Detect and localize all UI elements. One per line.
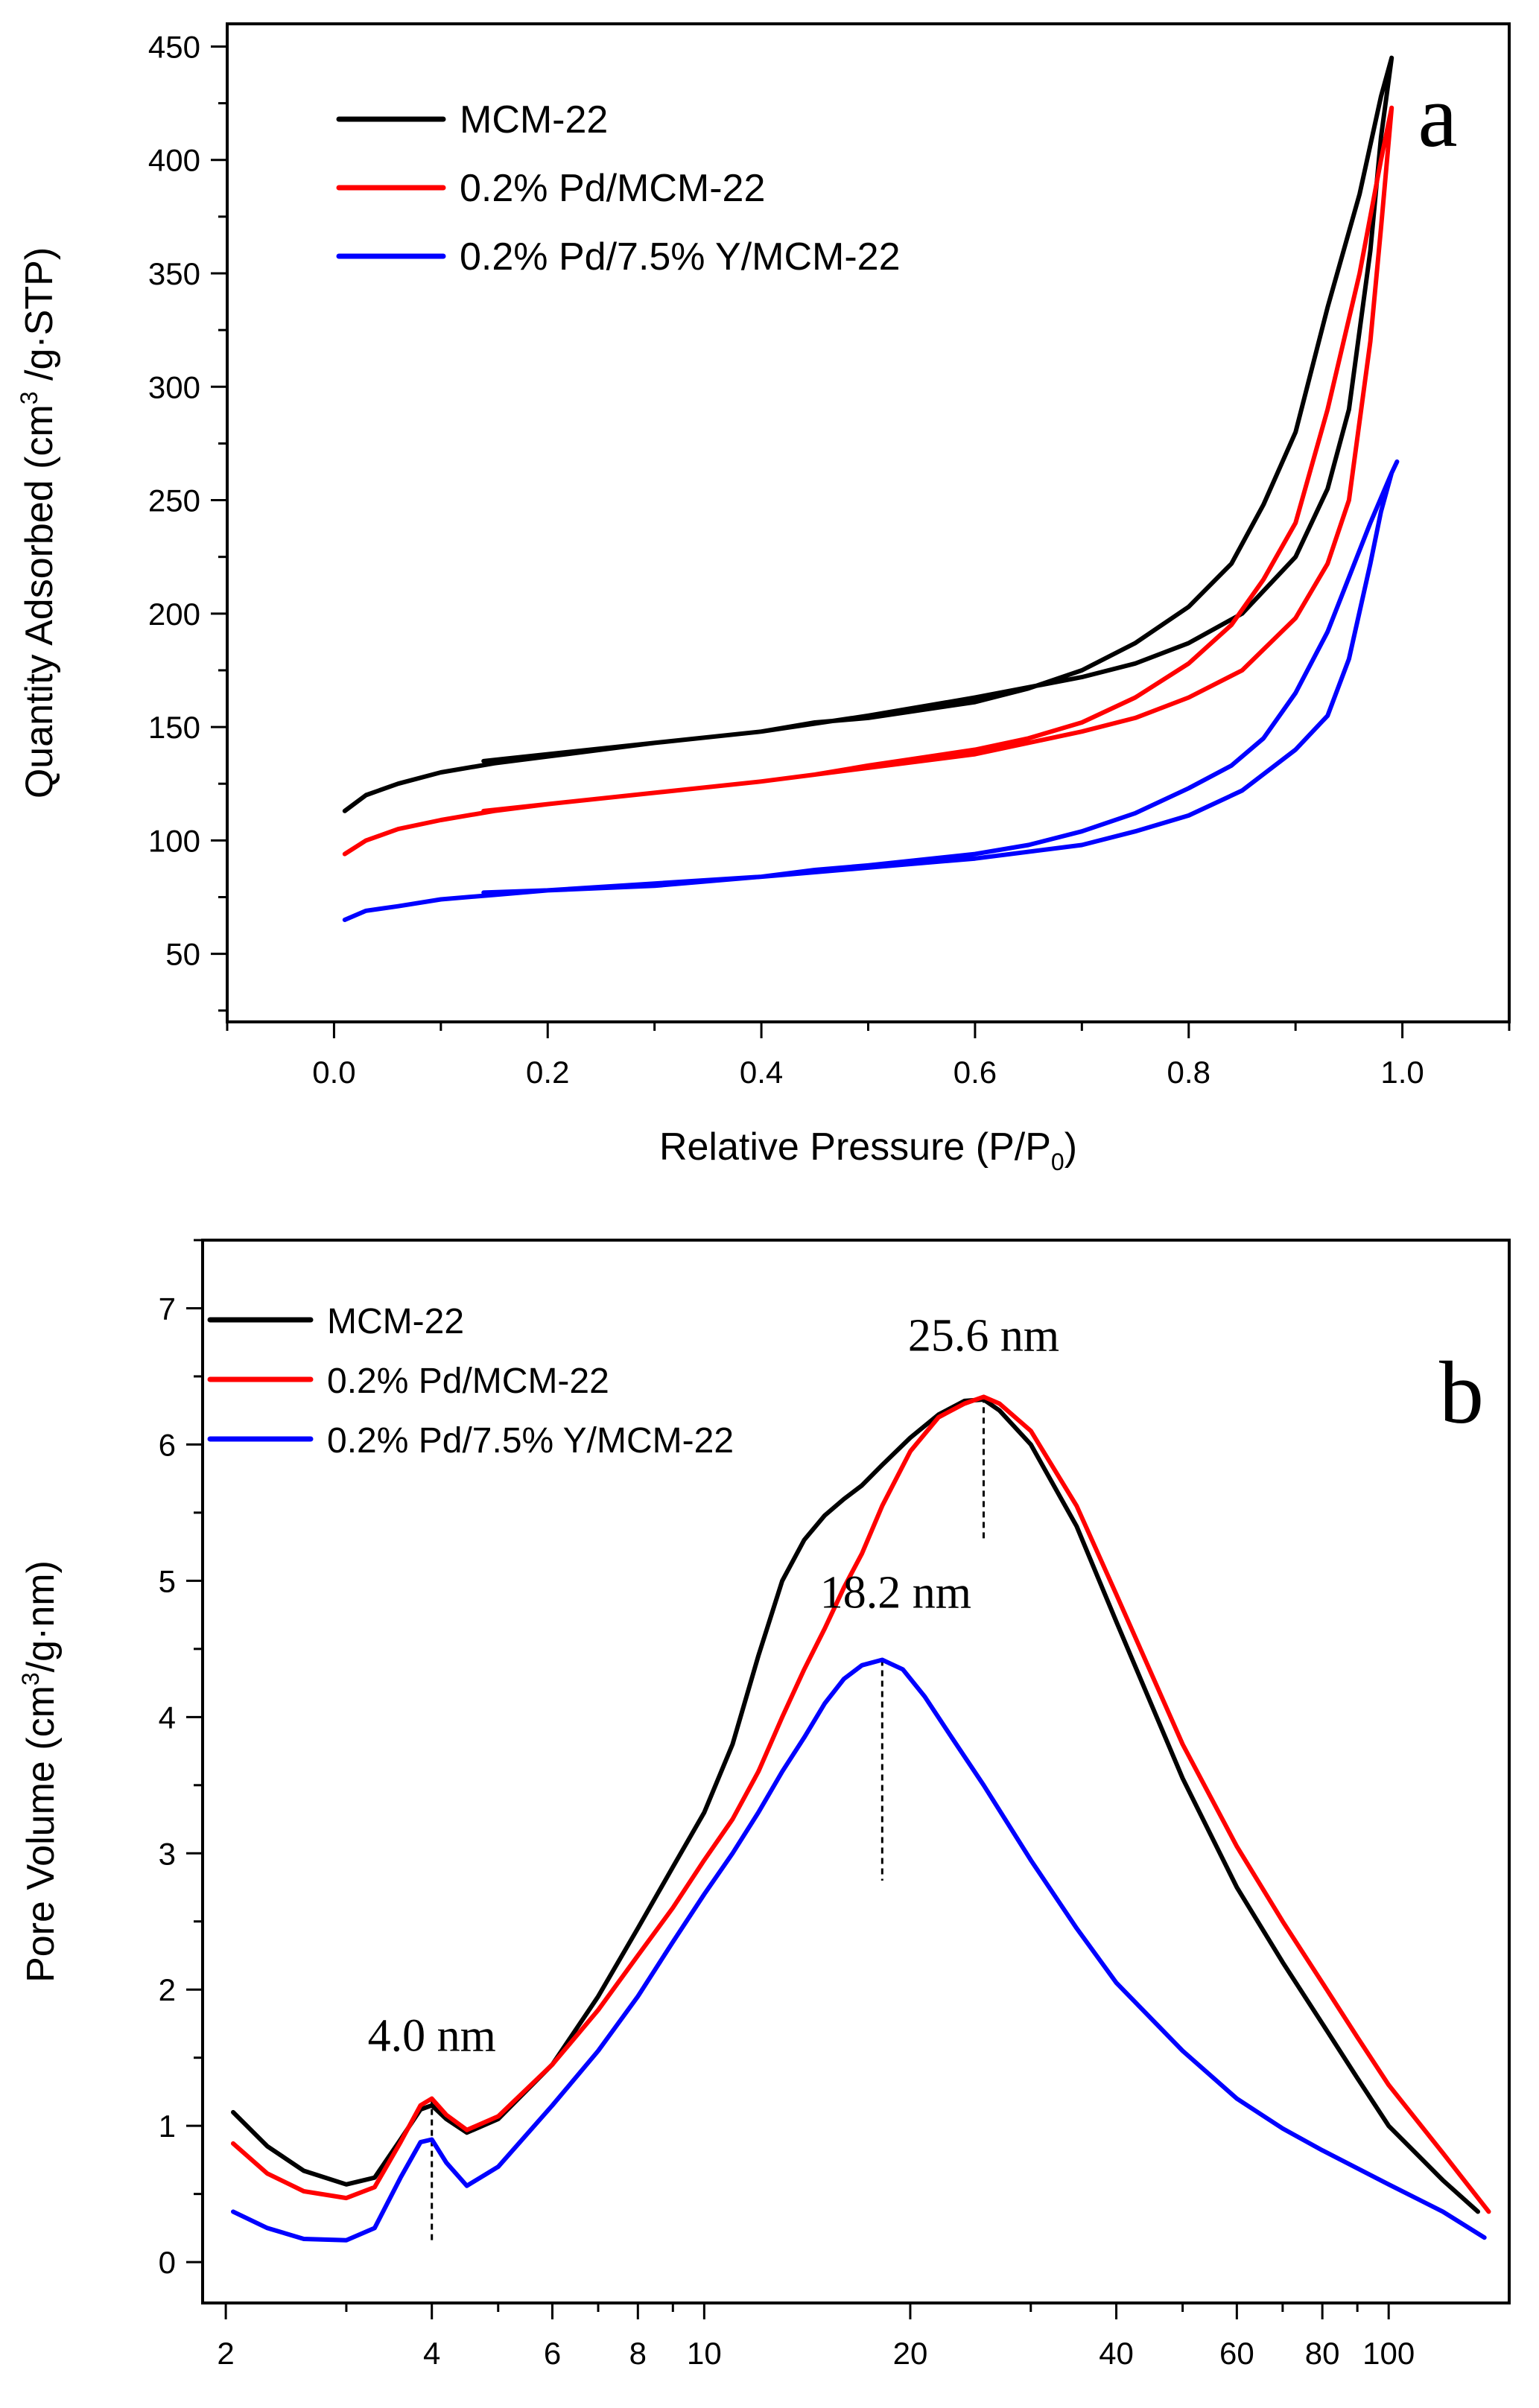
- x-axis-label-end: ): [1064, 1125, 1077, 1169]
- series-line-0-2-pd-7-5-y-mcm-22: [231, 1657, 1487, 2243]
- y-axis-label-sup: 3: [17, 1672, 44, 1686]
- y-tick-label: 3: [159, 1836, 176, 1871]
- y-tick-label: 450: [148, 29, 200, 64]
- legend-label: 0.2% Pd/7.5% Y/MCM-22: [460, 235, 901, 279]
- series-line-mcm-22: [231, 1397, 1480, 2214]
- y-tick-label: 4: [159, 1700, 176, 1735]
- legend: MCM-22 0.2% Pd/MCM-22 0.2% Pd/7.5% Y/MCM-2…: [207, 1302, 734, 1461]
- legend-label: 0.2% Pd/MCM-22: [327, 1362, 609, 1401]
- annotation-label: 25.6 nm: [908, 1310, 1059, 1361]
- panel-b: 2 4 6 8 10 20 40 60 80 100 0 1 2 3 4 5 6 7 Pore Diameter (…: [17, 1239, 1511, 2408]
- x-tick-label: 2: [217, 2336, 234, 2371]
- x-tick-label: 10: [687, 2336, 722, 2371]
- x-tick-label: 60: [1219, 2336, 1254, 2371]
- x-axis-label: Pore Diameter (nm): [686, 2407, 1026, 2408]
- x-tick-label: 6: [544, 2336, 561, 2371]
- x-axis-label: Relative Pressure (P/P0): [659, 1125, 1077, 1175]
- legend-label: MCM-22: [460, 98, 608, 142]
- x-axis-label-sub: 0: [1051, 1149, 1064, 1175]
- x-tick-label: 0.8: [1167, 1055, 1210, 1090]
- series-line-0-2-pd-mcm-22: [342, 105, 1394, 857]
- x-tick-label: 40: [1099, 2336, 1134, 2371]
- x-tick-label: 20: [893, 2336, 928, 2371]
- x-tick-label: 0.2: [526, 1055, 569, 1090]
- y-axis-label: Pore Volume (cm3/g·nm): [17, 1560, 63, 1983]
- x-tick-label: 0.0: [312, 1055, 355, 1090]
- y-tick-label: 2: [159, 1972, 176, 2007]
- panel-a: 0.0 0.2 0.4 0.6 0.8 1.0 50 100 150 200 250 300 350 40…: [16, 22, 1511, 1175]
- series-line-0-2-pd-7-5-y-mcm-22: [342, 459, 1400, 922]
- annotation-label: 4.0 nm: [368, 2011, 496, 2062]
- panel-label: b: [1439, 1343, 1484, 1442]
- legend: MCM-22 0.2% Pd/MCM-22 0.2% Pd/7.5% Y/MCM-2…: [336, 98, 901, 279]
- y-axis-label-main: Quantity Adsorbed (cm: [18, 404, 61, 798]
- y-axis-label-sup: 3: [16, 391, 42, 404]
- y-tick-label: 100: [148, 823, 200, 858]
- legend-label: 0.2% Pd/7.5% Y/MCM-22: [327, 1421, 734, 1461]
- x-tick-label: 0.4: [740, 1055, 783, 1090]
- y-tick-label: 1: [159, 2109, 176, 2144]
- y-tick-label: 300: [148, 369, 200, 404]
- y-axis-label-end: /g·nm): [19, 1560, 63, 1672]
- y-axis-label-end: /g·STP): [18, 247, 61, 392]
- y-tick-label: 6: [159, 1427, 176, 1462]
- x-tick-label: 4: [423, 2336, 440, 2371]
- panel-label: a: [1418, 66, 1457, 165]
- y-axis-label-main: Pore Volume (cm: [19, 1686, 63, 1983]
- y-tick-label: 0: [159, 2245, 176, 2280]
- series-line-0-2-pd-mcm-22: [231, 1394, 1491, 2214]
- y-tick-label: 50: [165, 937, 200, 972]
- y-tick-label: 350: [148, 256, 200, 291]
- x-axis-label-main: Relative Pressure (P/P: [659, 1125, 1051, 1169]
- x-tick-label: 8: [629, 2336, 647, 2371]
- x-tick-label: 1.0: [1380, 1055, 1424, 1090]
- y-tick-label: 150: [148, 710, 200, 745]
- plot-frame: [201, 1239, 1511, 2304]
- y-tick-label: 5: [159, 1563, 176, 1598]
- series-line-mcm-22: [342, 55, 1394, 813]
- x-axis-label-main: Pore Diameter (nm): [686, 2407, 1026, 2408]
- annotation-label: 18.2 nm: [820, 1567, 971, 1618]
- legend-label: MCM-22: [327, 1302, 464, 1341]
- x-tick-label: 100: [1362, 2336, 1415, 2371]
- y-tick-label: 200: [148, 597, 200, 632]
- y-tick-label: 7: [159, 1291, 176, 1326]
- x-tick-label: 80: [1305, 2336, 1340, 2371]
- y-axis-label: Quantity Adsorbed (cm3 /g·STP): [16, 247, 61, 798]
- y-tick-label: 400: [148, 143, 200, 178]
- y-tick-label: 250: [148, 483, 200, 518]
- x-tick-label: 0.6: [953, 1055, 997, 1090]
- legend-label: 0.2% Pd/MCM-22: [460, 167, 765, 210]
